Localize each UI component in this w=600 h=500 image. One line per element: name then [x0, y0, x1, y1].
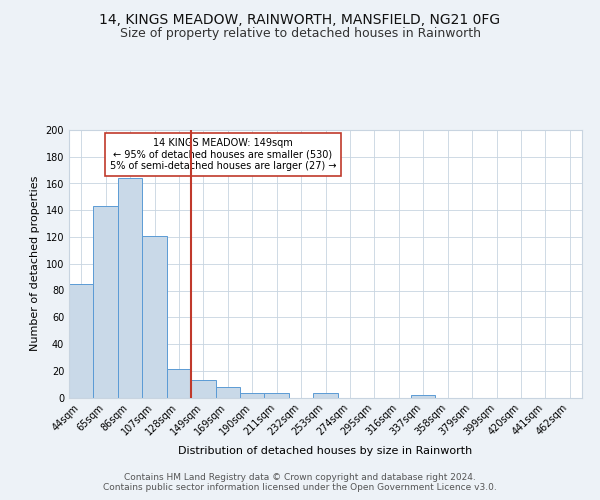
Bar: [191, 380, 215, 398]
Y-axis label: Number of detached properties: Number of detached properties: [30, 176, 40, 352]
Text: Contains HM Land Registry data © Crown copyright and database right 2024.
Contai: Contains HM Land Registry data © Crown c…: [103, 473, 497, 492]
Text: 14, KINGS MEADOW, RAINWORTH, MANSFIELD, NG21 0FG: 14, KINGS MEADOW, RAINWORTH, MANSFIELD, …: [100, 12, 500, 26]
Bar: [69, 284, 94, 398]
Bar: [142, 236, 167, 398]
Bar: [118, 178, 142, 398]
Bar: [215, 387, 240, 398]
Text: 14 KINGS MEADOW: 149sqm
← 95% of detached houses are smaller (530)
5% of semi-de: 14 KINGS MEADOW: 149sqm ← 95% of detache…: [110, 138, 336, 171]
Bar: [313, 394, 338, 398]
Bar: [411, 395, 436, 398]
Bar: [265, 394, 289, 398]
Bar: [240, 394, 265, 398]
Bar: [94, 206, 118, 398]
Bar: [167, 370, 191, 398]
X-axis label: Distribution of detached houses by size in Rainworth: Distribution of detached houses by size …: [178, 446, 473, 456]
Text: Size of property relative to detached houses in Rainworth: Size of property relative to detached ho…: [119, 28, 481, 40]
